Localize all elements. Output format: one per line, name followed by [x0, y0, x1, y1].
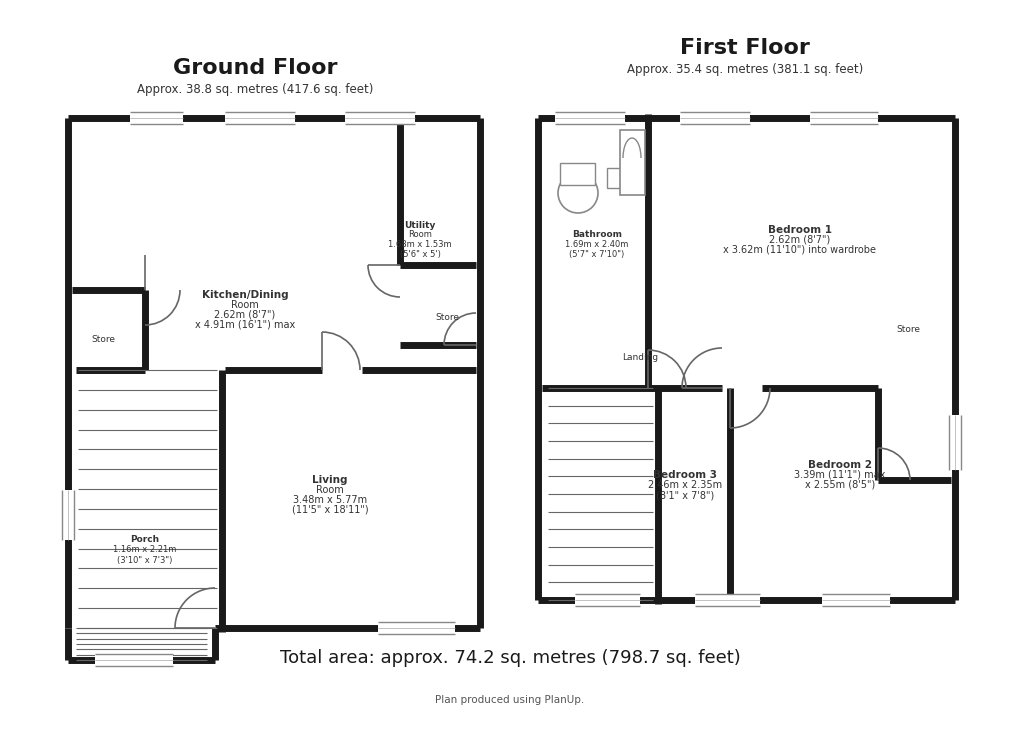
Text: Total area: approx. 74.2 sq. metres (798.7 sq. feet): Total area: approx. 74.2 sq. metres (798…: [279, 649, 740, 667]
Text: (8'1" x 7'8"): (8'1" x 7'8"): [655, 490, 713, 500]
Text: (5'7" x 7'10"): (5'7" x 7'10"): [569, 250, 624, 259]
Text: Bedroom 3: Bedroom 3: [652, 470, 716, 480]
Text: 2.62m (8'7"): 2.62m (8'7"): [768, 235, 829, 245]
Bar: [620, 130, 644, 195]
Bar: [70, 120, 478, 628]
Polygon shape: [537, 118, 954, 600]
Text: (3'10" x 7'3"): (3'10" x 7'3"): [117, 556, 172, 565]
Text: Porch: Porch: [130, 536, 159, 545]
Text: 1.69m x 2.40m: 1.69m x 2.40m: [565, 241, 628, 250]
Bar: [344, 112, 415, 124]
Text: Room: Room: [316, 485, 343, 495]
Text: Plan produced using PlanUp.: Plan produced using PlanUp.: [435, 695, 584, 705]
Text: Store: Store: [91, 336, 115, 345]
Text: (5'6" x 5'): (5'6" x 5'): [399, 250, 440, 259]
Text: Kitchen/Dining: Kitchen/Dining: [202, 290, 288, 300]
Text: Store: Store: [434, 313, 459, 322]
Text: Room: Room: [408, 230, 431, 239]
Polygon shape: [68, 118, 480, 660]
Text: 2.62m (8'7"): 2.62m (8'7"): [214, 310, 275, 320]
Text: x 4.91m (16'1") max: x 4.91m (16'1") max: [195, 320, 294, 330]
Text: 2.46m x 2.35m: 2.46m x 2.35m: [647, 480, 721, 490]
Text: 3.39m (11'1") max: 3.39m (11'1") max: [794, 470, 884, 480]
Text: First Floor: First Floor: [680, 38, 809, 58]
Bar: [575, 594, 639, 606]
Text: Bathroom: Bathroom: [572, 230, 622, 239]
Bar: [225, 112, 294, 124]
Text: 1.68m x 1.53m: 1.68m x 1.53m: [388, 241, 451, 250]
Bar: [62, 490, 74, 540]
Bar: [70, 538, 129, 628]
Bar: [378, 622, 454, 634]
Text: x 2.55m (8'5"): x 2.55m (8'5"): [804, 480, 874, 490]
Text: Approx. 35.4 sq. metres (381.1 sq. feet): Approx. 35.4 sq. metres (381.1 sq. feet): [627, 64, 862, 76]
Text: Living: Living: [312, 475, 347, 485]
Text: Ground Floor: Ground Floor: [172, 58, 337, 78]
Text: Bedroom 1: Bedroom 1: [767, 225, 832, 235]
Bar: [129, 112, 182, 124]
Text: (11'5" x 18'11"): (11'5" x 18'11"): [291, 505, 368, 515]
Text: Landing: Landing: [622, 353, 657, 362]
Bar: [694, 594, 759, 606]
Bar: [948, 415, 960, 470]
Text: x 3.62m (11'10") into wardrobe: x 3.62m (11'10") into wardrobe: [722, 245, 875, 255]
Text: Utility: Utility: [404, 221, 435, 230]
Bar: [809, 112, 877, 124]
Text: 3.48m x 5.77m: 3.48m x 5.77m: [292, 495, 367, 505]
Bar: [95, 654, 173, 666]
Bar: [559, 163, 594, 185]
Text: 1.16m x 2.21m: 1.16m x 2.21m: [113, 545, 176, 554]
Text: Store: Store: [895, 325, 919, 334]
Bar: [821, 594, 890, 606]
Text: Bedroom 2: Bedroom 2: [807, 460, 871, 470]
Text: Approx. 38.8 sq. metres (417.6 sq. feet): Approx. 38.8 sq. metres (417.6 sq. feet): [137, 84, 373, 96]
Bar: [606, 168, 635, 188]
Bar: [554, 112, 625, 124]
Text: Room: Room: [231, 300, 259, 310]
Bar: [680, 112, 749, 124]
